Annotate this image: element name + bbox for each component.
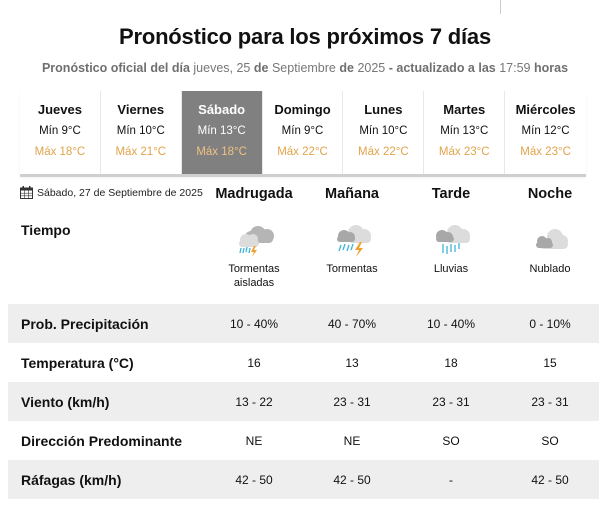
day-name: Domingo (274, 102, 331, 117)
row-label: Ráfagas (km/h) (21, 471, 122, 488)
subtitle-de: de (253, 61, 269, 75)
table-row-temperature: Temperatura (°C) 16 13 18 15 (8, 343, 599, 382)
day-min-temp: Mín 10°C (359, 125, 408, 137)
day-name: Sábado (198, 102, 246, 117)
day-tab-domingo[interactable]: Domingo Mín 9°C Máx 22°C (262, 91, 344, 174)
day-tab-martes[interactable]: Martes Mín 13°C Máx 23°C (424, 91, 506, 174)
cell-value: 18 (444, 355, 458, 370)
period-noche: Noche (527, 186, 573, 202)
weather-tarde: Lluvias (401, 222, 501, 276)
day-tab-miercoles[interactable]: Miércoles Mín 12°C Máx 23°C (505, 91, 587, 174)
period-madrugada: Madrugada (215, 186, 293, 202)
day-min-temp: Mín 12°C (521, 125, 570, 137)
day-name: Martes (443, 102, 486, 117)
cell-value: - (449, 472, 453, 487)
subtitle-prefix: Pronóstico oficial del día (41, 61, 190, 75)
cell-value: SO (442, 433, 460, 448)
row-label: Viento (km/h) (21, 393, 110, 410)
cell-value: 23 - 31 (531, 394, 569, 409)
cell-value: 16 (247, 355, 261, 370)
cell-value: 10 - 40% (426, 316, 476, 331)
subtitle-hours: horas (533, 61, 569, 75)
day-min-temp: Mín 10°C (116, 125, 165, 137)
table-row-wind: Viento (km/h) 13 - 22 23 - 31 23 - 31 23… (8, 382, 599, 421)
day-max-temp: Máx 18°C (196, 146, 247, 158)
weather-desc: Lluvias (433, 263, 469, 275)
subtitle-de: de (339, 61, 354, 75)
rain-icon (436, 225, 470, 254)
day-min-temp: Mín 13°C (197, 125, 246, 137)
forecast-subtitle: Pronóstico oficial del día jueves, 25 de… (0, 61, 610, 75)
day-tab-lunes[interactable]: Lunes Mín 10°C Máx 22°C (343, 91, 425, 174)
cell-value: 40 - 70% (327, 316, 377, 331)
day-max-temp: Máx 22°C (358, 146, 409, 158)
selected-date: Sábado, 27 de Septiembre de 2025 (20, 186, 203, 199)
day-max-temp: Máx 21°C (115, 146, 167, 158)
tiempo-label: Tiempo (21, 222, 71, 238)
forecast-detail-table: Prob. Precipitación 10 - 40% 40 - 70% 10… (8, 304, 599, 499)
isolated-storms-icon (239, 226, 274, 257)
day-min-temp: Mín 9°C (281, 125, 324, 137)
weather-manana: Tormentas (302, 222, 402, 276)
day-tab-jueves[interactable]: Jueves Mín 9°C Máx 18°C (20, 91, 101, 174)
storms-icon (337, 225, 371, 257)
weather-desc: Tormentas (326, 263, 378, 275)
day-name: Lunes (364, 102, 403, 117)
selected-date-text: Sábado, 27 de Septiembre de 2025 (37, 186, 203, 199)
cell-value: 42 - 50 (235, 472, 273, 487)
row-label: Prob. Precipitación (21, 315, 149, 332)
day-tab-sabado[interactable]: Sábado Mín 13°C Máx 18°C (181, 91, 263, 174)
day-tabs: Jueves Mín 9°C Máx 18°C Viernes Mín 10°C… (20, 91, 587, 177)
day-max-temp: Máx 22°C (277, 146, 328, 158)
table-row-gusts: Ráfagas (km/h) 42 - 50 42 - 50 - 42 - 50 (8, 460, 599, 499)
weather-desc: Tormentas (228, 263, 280, 275)
period-tarde: Tarde (431, 186, 471, 202)
cell-value: 15 (543, 355, 557, 370)
cell-value: NE (245, 433, 263, 448)
day-name: Viernes (117, 102, 165, 117)
day-min-temp: Mín 9°C (39, 125, 81, 137)
day-tab-viernes[interactable]: Viernes Mín 10°C Máx 21°C (100, 91, 182, 174)
day-name: Jueves (37, 102, 82, 117)
day-max-temp: Máx 23°C (520, 146, 571, 158)
subtitle-weekday: jueves, 25 (193, 61, 251, 75)
weather-noche: Nublado (500, 222, 600, 276)
cell-value: 23 - 31 (432, 394, 470, 409)
subtitle-updated: - actualizado a las (388, 61, 496, 75)
cloudy-icon (536, 229, 568, 249)
subtitle-year: 2025 (357, 61, 386, 75)
cell-value: 13 (345, 355, 359, 370)
cell-value: 23 - 31 (333, 394, 371, 409)
cell-value: 0 - 10% (529, 316, 571, 331)
cell-value: 42 - 50 (333, 472, 371, 487)
cell-value: SO (541, 433, 559, 448)
day-name: Miércoles (515, 102, 576, 117)
table-row-precipitation: Prob. Precipitación 10 - 40% 40 - 70% 10… (8, 304, 599, 343)
period-manana: Mañana (325, 186, 379, 202)
subtitle-time: 17:59 (499, 61, 531, 75)
cell-value: 10 - 40% (229, 316, 279, 331)
row-label: Temperatura (°C) (21, 354, 134, 371)
day-max-temp: Máx 18°C (34, 146, 86, 158)
row-label: Dirección Predominante (21, 432, 183, 449)
weather-desc: aisladas (233, 277, 275, 289)
weather-madrugada: Tormentas aisladas (204, 222, 304, 290)
day-max-temp: Máx 23°C (438, 146, 490, 158)
cell-value: 13 - 22 (235, 394, 273, 409)
cell-value: 42 - 50 (531, 472, 569, 487)
day-min-temp: Mín 13°C (440, 125, 489, 137)
cell-value: NE (343, 433, 361, 448)
subtitle-month: Septiembre (271, 61, 336, 75)
calendar-icon (20, 186, 33, 199)
page-title: Pronóstico para los próximos 7 días (119, 24, 491, 49)
table-row-wind-direction: Dirección Predominante NE NE SO SO (8, 421, 599, 460)
weather-desc: Nublado (529, 263, 571, 275)
top-divider (500, 0, 501, 14)
